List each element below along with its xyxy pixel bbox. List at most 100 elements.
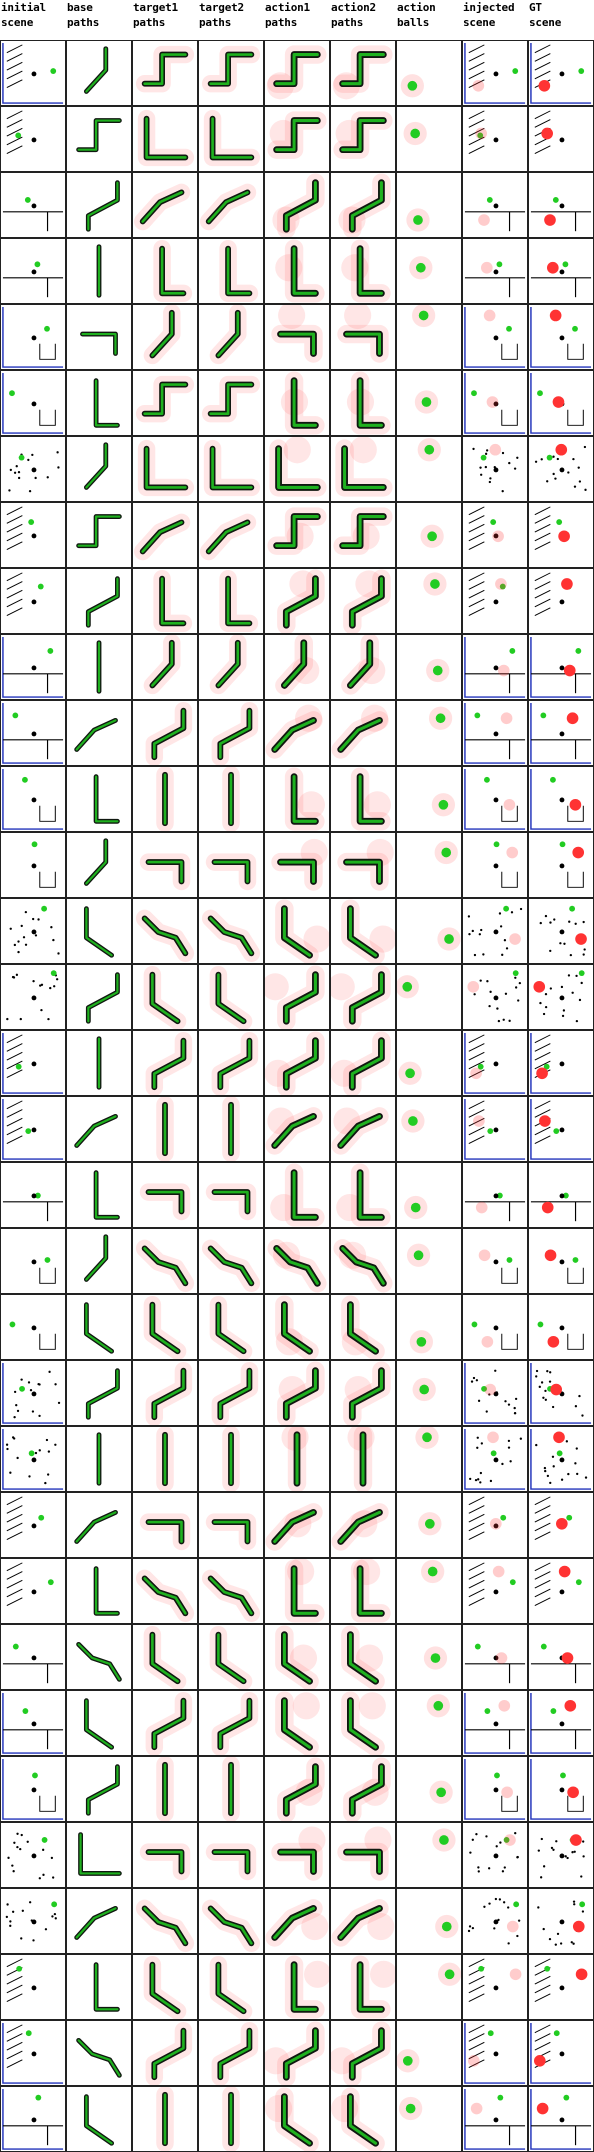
path-highlight xyxy=(207,191,249,223)
peg-dot xyxy=(485,1835,488,1838)
panel-drawing xyxy=(346,371,391,435)
green-ball xyxy=(22,776,28,783)
red-ball xyxy=(541,1201,554,1214)
cell-r10-gt xyxy=(528,700,594,766)
action-heat xyxy=(364,1826,392,1854)
black-ball xyxy=(31,401,37,407)
path-highlight xyxy=(226,247,251,295)
path-highlight xyxy=(85,1235,107,1281)
ramp-bar xyxy=(534,1562,551,1572)
green-ball xyxy=(478,1965,485,1972)
panel-drawing xyxy=(275,1691,320,1755)
cup-obstacle xyxy=(501,805,518,822)
ramp-bar xyxy=(6,532,23,542)
peg-dot xyxy=(571,1851,574,1854)
cell-r7-initial xyxy=(0,502,66,568)
panel-drawing xyxy=(467,905,523,957)
panel-drawing xyxy=(2,2022,64,2084)
cell-r27-base xyxy=(66,1822,132,1888)
cell-r29-base xyxy=(66,1954,132,2020)
cell-r12-initial xyxy=(0,832,66,898)
path-highlight xyxy=(348,907,378,957)
black-ball xyxy=(31,1985,37,1991)
action-heat xyxy=(349,437,377,464)
cell-r2-action2 xyxy=(330,172,396,238)
ramp-bar xyxy=(534,1513,551,1523)
panel-drawing xyxy=(222,2087,240,2151)
peg-dot xyxy=(501,1870,505,1873)
panel-drawing xyxy=(209,1955,253,2019)
cell-r19-target2 xyxy=(198,1294,264,1360)
path-highlight xyxy=(275,1246,319,1285)
black-ball xyxy=(559,467,565,473)
injected-ball xyxy=(506,846,519,859)
panel-drawing xyxy=(423,1646,448,1670)
cell-r21-initial xyxy=(0,1426,66,1492)
peg-dot xyxy=(498,1898,502,1901)
cell-r15-target1 xyxy=(132,1030,198,1096)
cell-r2-gt xyxy=(528,172,594,238)
action-ball xyxy=(410,128,421,139)
green-ball xyxy=(15,132,22,139)
action-ball xyxy=(441,847,452,858)
peg-dot xyxy=(28,1475,31,1478)
peg-dot xyxy=(552,1465,555,1468)
ramp-bar xyxy=(468,1496,485,1506)
action-heat xyxy=(289,1644,318,1672)
panel-drawing xyxy=(530,1098,592,1160)
black-ball xyxy=(493,2051,499,2057)
panel-drawing xyxy=(350,1955,395,2019)
panel-drawing xyxy=(83,46,109,94)
cell-r16-base xyxy=(66,1096,132,1162)
path-trace xyxy=(83,838,109,886)
path-highlight xyxy=(153,2029,185,2079)
path-highlight xyxy=(151,311,174,357)
panel-drawing xyxy=(421,1559,445,1584)
black-ball xyxy=(31,1787,37,1793)
path-highlight xyxy=(145,117,187,159)
cell-r20-injected xyxy=(462,1360,528,1426)
cell-r17-base xyxy=(66,1162,132,1228)
blue-wall xyxy=(2,2022,64,2084)
panel-drawing xyxy=(401,1109,425,1133)
cell-r16-gt xyxy=(528,1096,594,1162)
ramp-bar xyxy=(468,572,485,582)
path-highlight xyxy=(213,1520,249,1543)
red-heat xyxy=(219,569,259,633)
panel-drawing xyxy=(539,905,587,957)
ramp-bar xyxy=(6,2059,23,2068)
cell-r5-balls xyxy=(396,370,462,436)
green-ball xyxy=(556,519,563,525)
black-ball xyxy=(31,2117,37,2123)
peg-dot xyxy=(513,1412,517,1415)
cell-r5-action2 xyxy=(330,370,396,436)
cell-r12-balls xyxy=(396,832,462,898)
green-ball xyxy=(540,712,547,719)
cell-r28-initial xyxy=(0,1888,66,1954)
cell-r15-base xyxy=(66,1030,132,1096)
panel-drawing xyxy=(2,1758,64,1820)
peg-dot xyxy=(57,1401,61,1405)
red-ball xyxy=(546,261,559,274)
black-ball xyxy=(493,665,499,671)
green-ball xyxy=(38,1514,45,1521)
peg-dot xyxy=(546,1370,549,1373)
panel-drawing xyxy=(209,965,253,1029)
cell-r31-initial xyxy=(0,2086,66,2152)
peg-dot xyxy=(576,1472,579,1476)
panel-drawing xyxy=(93,1962,120,2012)
peg-dot xyxy=(519,907,523,911)
peg-dot xyxy=(20,1378,23,1381)
path-highlight xyxy=(282,2095,312,2145)
ramp-bar xyxy=(6,1109,23,1118)
ramp-bar xyxy=(6,1069,23,1078)
panel-drawing xyxy=(135,1569,195,1623)
path-highlight xyxy=(85,2095,113,2145)
cell-r20-target2 xyxy=(198,1360,264,1426)
cell-r11-target1 xyxy=(132,766,198,832)
panel-drawing xyxy=(284,767,325,831)
cell-r15-target2 xyxy=(198,1030,264,1096)
path-highlight xyxy=(339,718,382,752)
action-ball xyxy=(432,665,443,676)
cell-r15-action1 xyxy=(264,1030,330,1096)
